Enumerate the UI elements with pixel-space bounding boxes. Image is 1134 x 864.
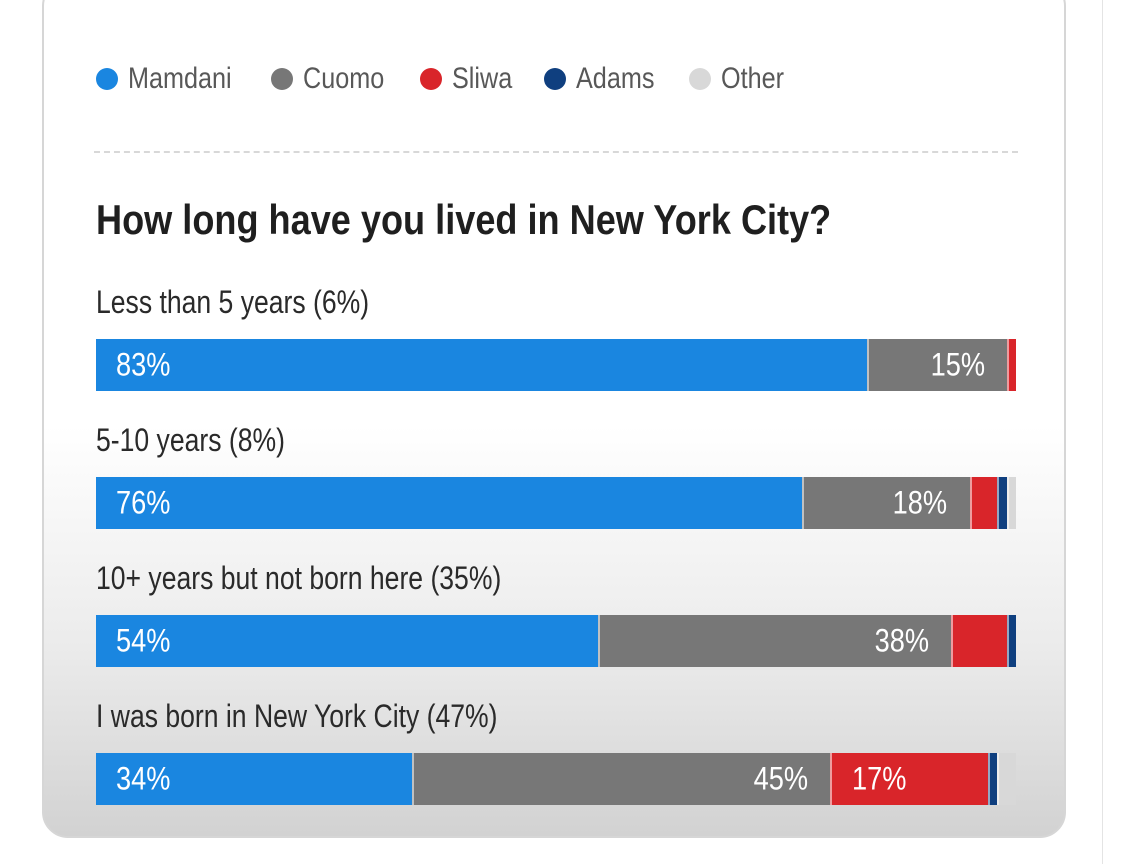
row-label: 5-10 years (8%) (96, 422, 285, 458)
stacked-bar: 34% 45% 17% (96, 753, 1016, 805)
data-label-cuomo: 45% (753, 760, 809, 797)
row-label: 10+ years but not born here (35%) (96, 560, 502, 596)
data-label-sliwa: 17% (852, 760, 907, 797)
legend-item-adams: Adams (543, 62, 669, 96)
data-label-cuomo: 18% (893, 484, 948, 521)
bar-segment-adams (988, 753, 998, 805)
bar-segment-other (997, 753, 1016, 805)
legend-dot-other (689, 68, 712, 90)
legend-label-other: Other (721, 62, 785, 95)
legend-label-sliwa: Sliwa (452, 62, 513, 95)
bar-segment-cuomo: 18% (802, 477, 970, 529)
stacked-bar: 83% 15% (96, 339, 1016, 391)
legend-label-mamdani: Mamdani (128, 62, 232, 95)
data-label-mamdani: 83% (116, 346, 171, 383)
bar-segment-cuomo: 15% (867, 339, 1007, 391)
bar-segment-cuomo: 38% (597, 615, 951, 667)
bar-segment-mamdani: 34% (96, 753, 412, 805)
bar-segment-sliwa (1006, 339, 1016, 391)
data-label-mamdani: 54% (116, 622, 171, 659)
legend-item-cuomo: Cuomo (271, 62, 400, 96)
chart-legend: Mamdani Cuomo Sliwa Adams Other (96, 58, 796, 100)
bar-segment-sliwa (950, 615, 1007, 667)
stacked-bar: 54% 38% (96, 615, 1016, 667)
data-label-mamdani: 76% (116, 484, 171, 521)
legend-item-other: Other (689, 62, 796, 96)
legend-dot-cuomo (271, 68, 294, 90)
legend-dot-mamdani (96, 68, 118, 90)
data-label-cuomo: 38% (874, 622, 929, 659)
legend-item-mamdani: Mamdani (96, 62, 251, 96)
row-label: Less than 5 years (6%) (96, 284, 370, 320)
dashed-divider (94, 151, 1018, 153)
bar-segment-cuomo: 45% (411, 753, 831, 805)
bar-segment-sliwa: 17% (830, 753, 989, 805)
poll-card (42, 0, 1066, 838)
legend-item-sliwa: Sliwa (420, 62, 524, 96)
row-label: I was born in New York City (47%) (96, 698, 498, 734)
bar-segment-other (1006, 477, 1016, 529)
bar-segment-mamdani: 83% (96, 339, 868, 391)
page-divider (1102, 0, 1103, 864)
legend-dot-sliwa (420, 68, 443, 90)
data-label-cuomo: 15% (930, 346, 985, 383)
legend-dot-adams (543, 68, 566, 90)
bar-segment-mamdani: 54% (96, 615, 598, 667)
legend-label-adams: Adams (575, 62, 655, 95)
chart-title: How long have you lived in New York City… (96, 196, 832, 243)
bar-segment-adams (997, 477, 1007, 529)
bar-segment-sliwa (969, 477, 998, 529)
bar-segment-mamdani: 76% (96, 477, 803, 529)
bar-segment-adams (1006, 615, 1016, 667)
data-label-mamdani: 34% (116, 760, 171, 797)
stacked-bar: 76% 18% (96, 477, 1016, 529)
legend-label-cuomo: Cuomo (303, 62, 385, 95)
